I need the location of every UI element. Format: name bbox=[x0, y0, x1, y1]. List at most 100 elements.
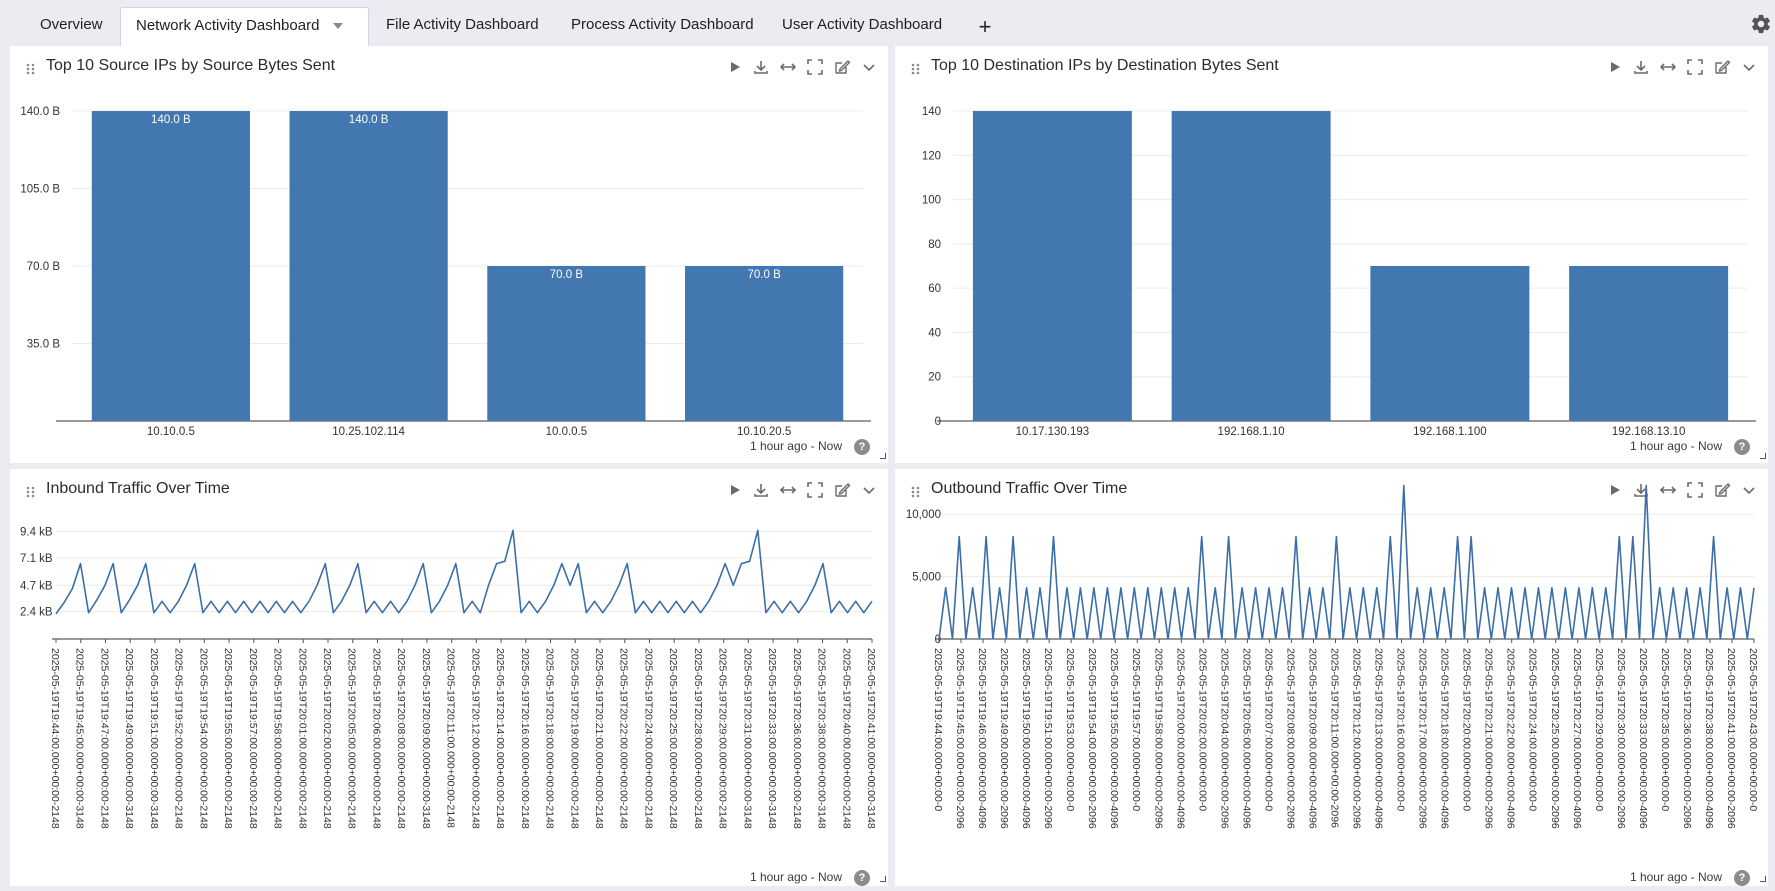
x-tick-label: 2025-05-19T20:05:00.000+00:00-4096 bbox=[1240, 648, 1252, 829]
x-tick-label: 2025-05-19T20:22:00.000+00:00-4096 bbox=[1505, 648, 1517, 829]
chevron-down-icon[interactable] bbox=[1740, 58, 1758, 76]
x-tick-label: 10.0.0.5 bbox=[546, 426, 588, 438]
bar[interactable] bbox=[1171, 111, 1331, 421]
x-tick-label: 2025-05-19T20:25:00.000+00:00-2096 bbox=[1549, 648, 1561, 829]
time-range-label[interactable]: 1 hour ago - Now bbox=[1629, 870, 1722, 884]
tab-network-activity-dashboard[interactable]: Network Activity Dashboard bbox=[120, 7, 369, 46]
bar[interactable] bbox=[91, 111, 250, 421]
x-tick-label: 2025-05-19T20:21:00.000+00:00-2096 bbox=[1483, 648, 1495, 829]
expand-horizontal-icon[interactable] bbox=[1659, 481, 1677, 499]
help-icon[interactable]: ? bbox=[854, 870, 870, 886]
tab-label: File Activity Dashboard bbox=[386, 16, 539, 33]
time-range-label[interactable]: 1 hour ago - Now bbox=[1629, 439, 1722, 453]
panel-toolbar bbox=[1605, 481, 1758, 499]
x-tick-label: 2025-05-19T20:08:00.000+00:00-2096 bbox=[1284, 648, 1296, 829]
x-tick-label: 2025-05-19T20:21:00.000+00:00-2148 bbox=[593, 648, 605, 829]
resize-handle[interactable] bbox=[880, 453, 886, 459]
chevron-down-icon[interactable] bbox=[333, 23, 344, 30]
y-tick-label: 40 bbox=[928, 327, 941, 339]
y-tick-label: 0 bbox=[935, 416, 941, 428]
x-tick-label: 2025-05-19T20:25:00.000+00:00-2148 bbox=[667, 648, 679, 829]
edit-icon[interactable] bbox=[1713, 58, 1731, 76]
y-tick-label: 35.0 B bbox=[27, 339, 61, 351]
drag-handle-icon[interactable] bbox=[911, 486, 921, 498]
download-icon[interactable] bbox=[752, 481, 770, 499]
bar[interactable] bbox=[289, 111, 448, 421]
x-tick-label: 2025-05-19T20:38:00.000+00:00-4096 bbox=[1703, 648, 1715, 829]
expand-horizontal-icon[interactable] bbox=[779, 58, 797, 76]
edit-icon[interactable] bbox=[1713, 481, 1731, 499]
play-icon[interactable] bbox=[1605, 481, 1623, 499]
x-tick-label: 2025-05-19T19:44:00.000+00:00-2148 bbox=[49, 648, 61, 829]
play-icon[interactable] bbox=[1605, 58, 1623, 76]
panel-inbound-traffic: Inbound Traffic Over Time 1 hour ago - No… bbox=[10, 469, 888, 886]
series-line[interactable] bbox=[55, 529, 873, 615]
fullscreen-icon[interactable] bbox=[1686, 58, 1704, 76]
x-tick-label: 2025-05-19T19:58:00.000+00:00-2096 bbox=[1152, 648, 1164, 829]
tab-process-activity-dashboard[interactable]: Process Activity Dashboard bbox=[561, 7, 764, 46]
x-tick-label: 2025-05-19T20:16:00.000+00:00-2148 bbox=[519, 648, 531, 829]
panel-header: Outbound Traffic Over Time bbox=[895, 469, 1768, 509]
tab-label: Network Activity Dashboard bbox=[136, 17, 320, 34]
play-icon[interactable] bbox=[725, 58, 743, 76]
bar[interactable] bbox=[1370, 266, 1530, 421]
tab-label: Overview bbox=[40, 16, 103, 33]
panel-header: Top 10 Destination IPs by Destination By… bbox=[895, 46, 1768, 86]
time-range-label[interactable]: 1 hour ago - Now bbox=[749, 870, 842, 884]
edit-icon[interactable] bbox=[833, 58, 851, 76]
gear-icon[interactable] bbox=[1750, 13, 1772, 35]
bar[interactable] bbox=[972, 111, 1132, 421]
panel-header: Top 10 Source IPs by Source Bytes Sent bbox=[10, 46, 888, 86]
panel-toolbar bbox=[1605, 58, 1758, 76]
drag-handle-icon[interactable] bbox=[911, 63, 921, 75]
time-range-label[interactable]: 1 hour ago - Now bbox=[749, 439, 842, 453]
x-tick-label: 2025-05-19T20:11:00.000+00:00-2148 bbox=[445, 648, 457, 828]
expand-horizontal-icon[interactable] bbox=[1659, 58, 1677, 76]
y-tick-label: 2.4 kB bbox=[20, 607, 53, 619]
help-icon[interactable]: ? bbox=[1734, 439, 1750, 455]
edit-icon[interactable] bbox=[833, 481, 851, 499]
x-tick-label: 2025-05-19T19:46:00.000+00:00-4096 bbox=[976, 648, 988, 829]
fullscreen-icon[interactable] bbox=[1686, 481, 1704, 499]
x-tick-label: 2025-05-19T20:29:00.000+00:00-2148 bbox=[717, 648, 729, 829]
x-tick-label: 2025-05-19T20:27:00.000+00:00-4096 bbox=[1571, 648, 1583, 829]
tab-user-activity-dashboard[interactable]: User Activity Dashboard bbox=[772, 7, 952, 46]
chevron-down-icon[interactable] bbox=[1740, 481, 1758, 499]
resize-handle[interactable] bbox=[880, 876, 886, 882]
fullscreen-icon[interactable] bbox=[806, 58, 824, 76]
x-tick-label: 2025-05-19T20:31:00.000+00:00-3148 bbox=[741, 648, 753, 829]
x-tick-label: 2025-05-19T20:20:00.000+00:00-0 bbox=[1461, 648, 1473, 811]
x-tick-label: 2025-05-19T20:29:00.000+00:00-0 bbox=[1593, 648, 1605, 811]
x-tick-label: 2025-05-19T20:36:00.000+00:00-2148 bbox=[791, 648, 803, 829]
chevron-down-icon[interactable] bbox=[860, 58, 878, 76]
help-icon[interactable]: ? bbox=[854, 439, 870, 455]
play-icon[interactable] bbox=[725, 481, 743, 499]
x-tick-label: 10.10.20.5 bbox=[737, 426, 791, 438]
expand-horizontal-icon[interactable] bbox=[779, 481, 797, 499]
y-tick-label: 120 bbox=[922, 150, 941, 162]
resize-handle[interactable] bbox=[1760, 876, 1766, 882]
drag-handle-icon[interactable] bbox=[26, 63, 36, 75]
download-icon[interactable] bbox=[752, 58, 770, 76]
y-tick-label: 80 bbox=[928, 239, 941, 251]
x-tick-label: 2025-05-19T20:35:00.000+00:00-0 bbox=[1659, 648, 1671, 811]
chevron-down-icon[interactable] bbox=[860, 481, 878, 499]
x-tick-label: 2025-05-19T20:40:00.000+00:00-2148 bbox=[840, 648, 852, 829]
tab-file-activity-dashboard[interactable]: File Activity Dashboard bbox=[376, 7, 549, 46]
series-line[interactable] bbox=[938, 484, 1755, 640]
panel-toolbar bbox=[725, 481, 878, 499]
help-icon[interactable]: ? bbox=[1734, 870, 1750, 886]
y-tick-label: 9.4 kB bbox=[20, 527, 53, 539]
add-tab-button[interactable]: + bbox=[978, 14, 992, 39]
bar[interactable] bbox=[1569, 266, 1729, 421]
y-tick-label: 10,000 bbox=[906, 509, 941, 521]
fullscreen-icon[interactable] bbox=[806, 481, 824, 499]
tab-overview[interactable]: Overview bbox=[30, 7, 113, 46]
drag-handle-icon[interactable] bbox=[26, 486, 36, 498]
panel-title: Inbound Traffic Over Time bbox=[46, 480, 230, 497]
bar[interactable] bbox=[685, 266, 844, 421]
download-icon[interactable] bbox=[1632, 58, 1650, 76]
x-tick-label: 2025-05-19T20:05:00.000+00:00-2148 bbox=[346, 648, 358, 829]
resize-handle[interactable] bbox=[1760, 453, 1766, 459]
bar[interactable] bbox=[487, 266, 646, 421]
